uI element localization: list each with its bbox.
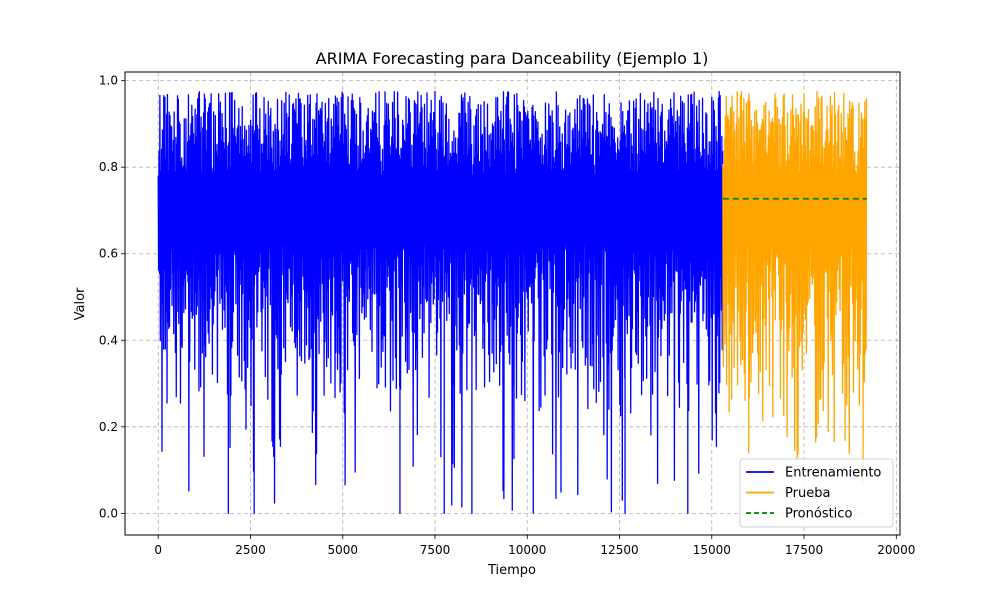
x-tick-label: 5000 (327, 543, 358, 557)
x-tick-label: 15000 (693, 543, 731, 557)
y-tick-label: 0.6 (99, 247, 118, 261)
x-axis: 0 2500 5000 7500 10000 12500 15000 17500 20000 (154, 535, 915, 557)
x-tick-label: 0 (154, 543, 162, 557)
y-axis: 0.0 0.2 0.4 0.6 0.8 1.0 (99, 74, 125, 520)
plot-frame (124, 71, 901, 536)
legend-label: Entrenamiento (785, 466, 881, 481)
y-tick-label: 0.8 (99, 160, 118, 174)
chart-title: ARIMA Forecasting para Danceability (Eje… (316, 49, 709, 68)
x-tick-label: 12500 (600, 543, 638, 557)
x-tick-label: 10000 (508, 543, 546, 557)
x-tick-label: 17500 (785, 543, 823, 557)
y-tick-label: 0.2 (99, 420, 118, 434)
x-tick-label: 20000 (877, 543, 915, 557)
legend: Entrenamiento Prueba Pronóstico (739, 458, 894, 528)
x-tick-label: 7500 (420, 543, 451, 557)
legend-label: Prueba (785, 486, 830, 501)
plot-area (157, 90, 868, 515)
series-line (722, 90, 868, 484)
y-axis-label: Valor (73, 287, 88, 320)
legend-label: Pronóstico (785, 507, 852, 522)
series-line (157, 90, 724, 515)
series-entrenamiento (157, 90, 724, 515)
series-prueba (722, 90, 868, 484)
y-tick-label: 0.0 (99, 506, 118, 520)
legend-box (739, 458, 894, 528)
x-tick-label: 2500 (235, 543, 266, 557)
x-axis-label: Tiempo (487, 563, 536, 578)
y-tick-label: 0.4 (99, 333, 118, 347)
y-tick-label: 1.0 (99, 74, 118, 88)
